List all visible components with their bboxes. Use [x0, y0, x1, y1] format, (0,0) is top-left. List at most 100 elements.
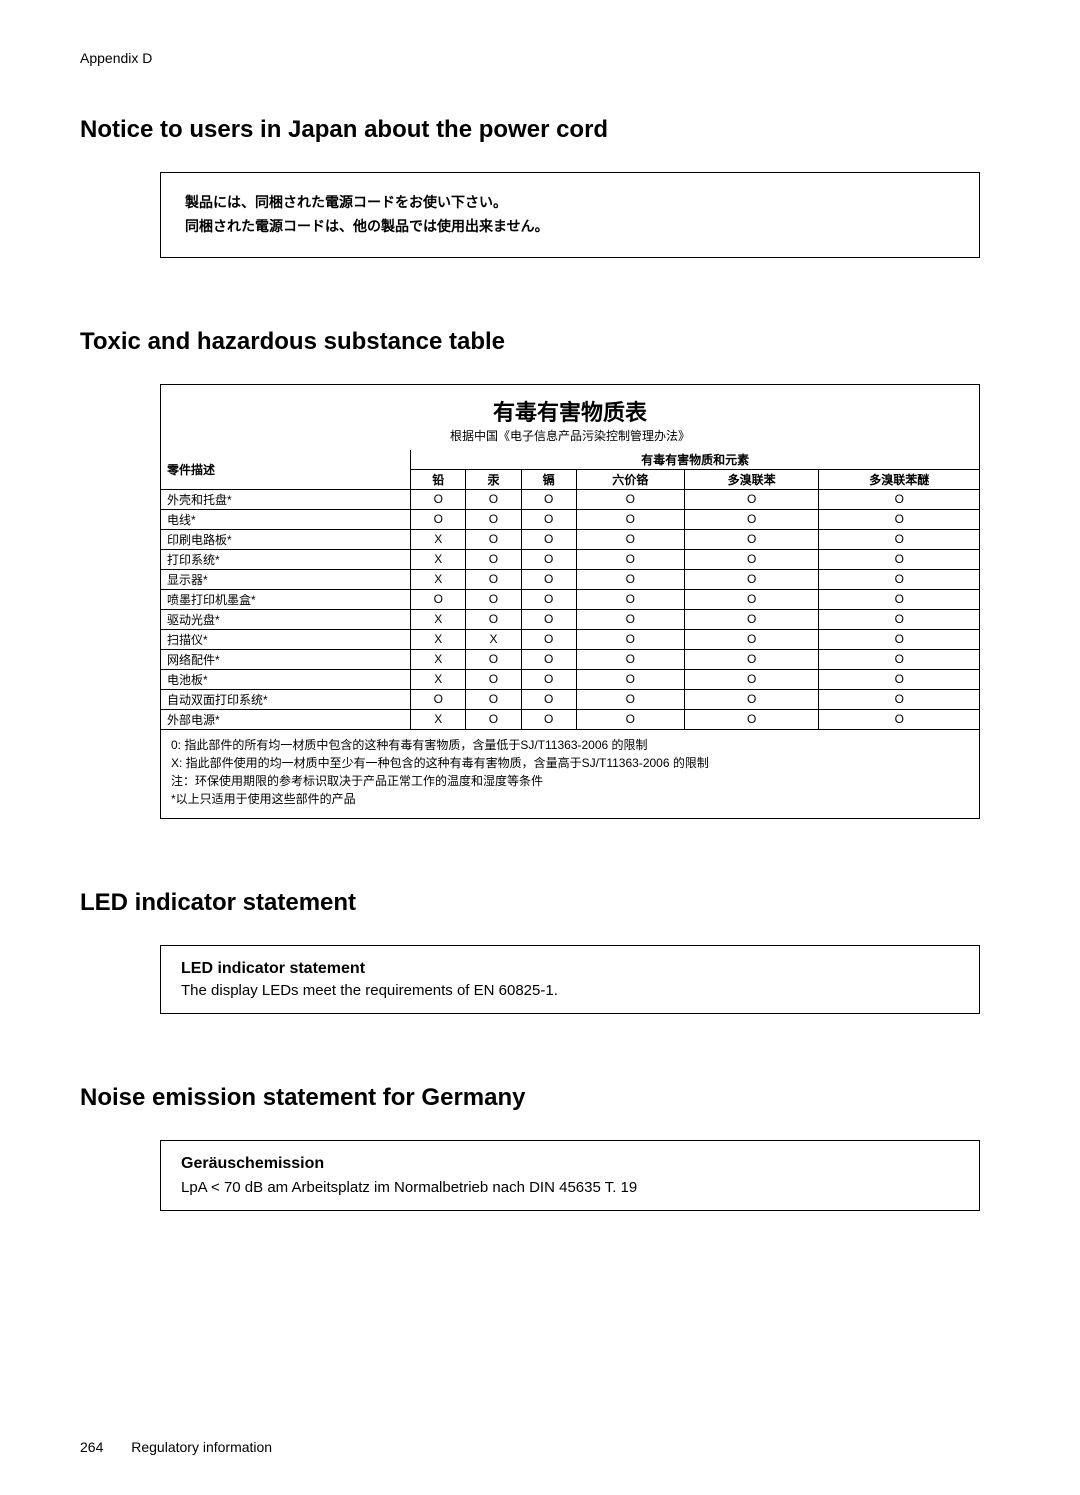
substance-value-cell: O — [684, 509, 819, 529]
substance-value-cell: O — [466, 549, 521, 569]
substance-value-cell: O — [521, 589, 576, 609]
substance-value-cell: O — [466, 489, 521, 509]
table-row: 电池板*XOOOOO — [161, 669, 979, 689]
table-row: 印刷电路板*XOOOOO — [161, 529, 979, 549]
substance-value-cell: O — [576, 569, 684, 589]
heading-japan-cord: Notice to users in Japan about the power… — [80, 116, 1000, 144]
toxic-table-box: 有毒有害物质表 根据中国《电子信息产品污染控制管理办法》 零件描述 有毒有害物质… — [160, 384, 980, 819]
col-substance: 铅 — [411, 469, 466, 489]
substance-value-cell: X — [411, 609, 466, 629]
substance-value-cell: X — [411, 669, 466, 689]
noise-box-title: Geräuschemission — [181, 1155, 959, 1173]
substance-value-cell: O — [819, 609, 979, 629]
substance-value-cell: X — [411, 549, 466, 569]
substance-value-cell: O — [411, 689, 466, 709]
substance-value-cell: X — [411, 569, 466, 589]
part-name-cell: 电线* — [161, 509, 411, 529]
substance-value-cell: O — [576, 589, 684, 609]
appendix-label: Appendix D — [80, 50, 1000, 66]
substance-value-cell: O — [521, 569, 576, 589]
noise-box-text: LpA < 70 dB am Arbeitsplatz im Normalbet… — [181, 1179, 959, 1196]
substance-value-cell: O — [576, 509, 684, 529]
substance-value-cell: O — [466, 569, 521, 589]
table-row: 电线*OOOOOO — [161, 509, 979, 529]
table-row: 驱动光盘*XOOOOO — [161, 609, 979, 629]
substance-value-cell: O — [819, 529, 979, 549]
heading-toxic-table: Toxic and hazardous substance table — [80, 328, 1000, 356]
led-box-title: LED indicator statement — [181, 960, 959, 978]
substance-value-cell: O — [819, 649, 979, 669]
substance-value-cell: O — [466, 669, 521, 689]
col-substance: 镉 — [521, 469, 576, 489]
substance-value-cell: O — [521, 629, 576, 649]
substance-value-cell: O — [411, 509, 466, 529]
substance-value-cell: O — [684, 569, 819, 589]
substance-value-cell: O — [466, 689, 521, 709]
substance-value-cell: O — [411, 589, 466, 609]
page-number: 264 — [80, 1439, 103, 1455]
part-name-cell: 喷墨打印机墨盒* — [161, 589, 411, 609]
substance-value-cell: X — [411, 649, 466, 669]
substance-value-cell: O — [819, 549, 979, 569]
substance-value-cell: O — [411, 489, 466, 509]
substance-value-cell: O — [684, 649, 819, 669]
substance-value-cell: O — [819, 629, 979, 649]
table-row: 打印系统*XOOOOO — [161, 549, 979, 569]
noise-box: Geräuschemission LpA < 70 dB am Arbeitsp… — [160, 1140, 980, 1211]
substance-value-cell: O — [576, 669, 684, 689]
japan-cord-notice-box: 製品には、同梱された電源コードをお使い下さい。 同梱された電源コードは、他の製品… — [160, 172, 980, 258]
table-row: 网络配件*XOOOOO — [161, 649, 979, 669]
substance-value-cell: O — [466, 529, 521, 549]
heading-noise: Noise emission statement for Germany — [80, 1084, 1000, 1112]
substance-value-cell: O — [684, 549, 819, 569]
part-name-cell: 外壳和托盘* — [161, 489, 411, 509]
substance-value-cell: O — [819, 569, 979, 589]
col-substance: 汞 — [466, 469, 521, 489]
table-row: 自动双面打印系统*OOOOOO — [161, 689, 979, 709]
substance-value-cell: O — [521, 529, 576, 549]
substance-value-cell: X — [411, 629, 466, 649]
substance-value-cell: O — [466, 649, 521, 669]
substance-value-cell: O — [684, 489, 819, 509]
part-name-cell: 显示器* — [161, 569, 411, 589]
col-substance: 多溴联苯醚 — [819, 469, 979, 489]
substance-value-cell: O — [521, 509, 576, 529]
substance-value-cell: O — [684, 689, 819, 709]
substance-value-cell: O — [576, 489, 684, 509]
substance-value-cell: O — [819, 689, 979, 709]
substance-value-cell: O — [466, 709, 521, 729]
footer-title: Regulatory information — [131, 1439, 272, 1455]
part-name-cell: 外部电源* — [161, 709, 411, 729]
part-name-cell: 印刷电路板* — [161, 529, 411, 549]
part-name-cell: 打印系统* — [161, 549, 411, 569]
toxic-title: 有毒有害物质表 — [161, 385, 979, 427]
substance-value-cell: O — [684, 609, 819, 629]
substance-value-cell: O — [576, 609, 684, 629]
substance-value-cell: O — [684, 709, 819, 729]
japan-cord-line-2: 同梱された電源コードは、他の製品では使用出来ません。 — [185, 215, 955, 239]
heading-led: LED indicator statement — [80, 889, 1000, 917]
part-name-cell: 网络配件* — [161, 649, 411, 669]
part-name-cell: 扫描仪* — [161, 629, 411, 649]
table-row: 外部电源*XOOOOO — [161, 709, 979, 729]
toxic-note: 注：环保使用期限的参考标识取决于产品正常工作的温度和湿度等条件 — [171, 772, 969, 790]
substance-value-cell: X — [466, 629, 521, 649]
table-row: 外壳和托盘*OOOOOO — [161, 489, 979, 509]
substance-value-cell: O — [466, 609, 521, 629]
col-substance: 六价铬 — [576, 469, 684, 489]
substance-value-cell: O — [521, 649, 576, 669]
substance-value-cell: O — [819, 669, 979, 689]
substance-value-cell: O — [521, 669, 576, 689]
toxic-note: X: 指此部件使用的均一材质中至少有一种包含的这种有毒有害物质，含量高于SJ/T… — [171, 754, 969, 772]
table-row: 喷墨打印机墨盒*OOOOOO — [161, 589, 979, 609]
substance-value-cell: O — [819, 589, 979, 609]
substance-value-cell: O — [576, 709, 684, 729]
substance-value-cell: O — [466, 589, 521, 609]
substance-value-cell: O — [521, 549, 576, 569]
japan-cord-line-1: 製品には、同梱された電源コードをお使い下さい。 — [185, 191, 955, 215]
substance-value-cell: O — [819, 509, 979, 529]
led-box-text: The display LEDs meet the requirements o… — [181, 982, 959, 999]
part-name-cell: 自动双面打印系统* — [161, 689, 411, 709]
toxic-note: *以上只适用于使用这些部件的产品 — [171, 790, 969, 808]
led-box: LED indicator statement The display LEDs… — [160, 945, 980, 1014]
